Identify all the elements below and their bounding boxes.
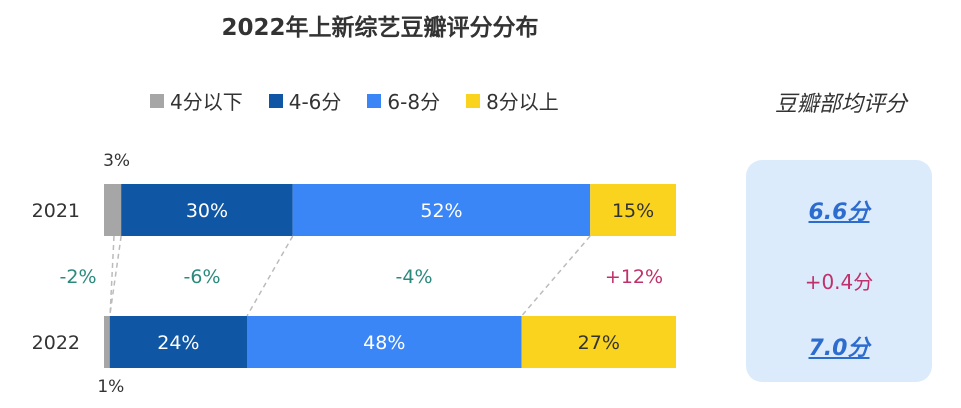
legend-swatch-4-6 <box>268 93 283 108</box>
chart-title: 2022年上新综艺豆瓣评分分布 <box>221 15 539 41</box>
bar-segment-2021-2 <box>292 184 591 236</box>
data-label-2021-3: 15% <box>612 200 654 222</box>
legend-swatch-6-8 <box>367 93 382 108</box>
data-label-2021-2: 52% <box>420 200 462 222</box>
legend-item-6-8: 6-8分 <box>367 86 440 115</box>
data-label-2022-3: 27% <box>578 332 620 354</box>
legend-swatch-above-8 <box>466 93 481 108</box>
bar-segment-2022-0 <box>104 316 110 368</box>
connector-line-0 <box>109 235 115 317</box>
legend-label-6-8: 6-8分 <box>387 90 441 114</box>
data-label-2021-0: 3% <box>103 151 130 171</box>
connector-line-2 <box>246 235 294 317</box>
change-label-2: -4% <box>396 266 433 288</box>
change-label-1: -6% <box>184 266 221 288</box>
change-label-3: +12% <box>605 266 663 288</box>
category-label-2021: 2021 <box>32 200 80 222</box>
bar-segment-2021-0 <box>104 184 122 236</box>
avg-score-2022: 7.0分 <box>808 336 870 361</box>
connector-line-1 <box>108 235 122 317</box>
legend-item-above-8: 8分以上 <box>466 86 559 115</box>
legend-label-4-6: 4-6分 <box>288 90 342 114</box>
legend-label-below-4: 4分以下 <box>170 90 243 114</box>
avg-score-2021: 6.6分 <box>808 200 870 225</box>
data-label-2022-0: 1% <box>97 377 124 397</box>
legend: 4分以下 4-6分 6-8分 8分以上 <box>150 86 559 115</box>
legend-item-4-6: 4-6分 <box>268 86 342 115</box>
data-label-2021-1: 30% <box>186 200 228 222</box>
connector-line-3 <box>520 235 591 317</box>
category-label-2022: 2022 <box>32 332 80 354</box>
change-label-0: -2% <box>60 266 97 288</box>
avg-score-change: +0.4分 <box>804 270 874 294</box>
bar-segment-2021-1 <box>121 184 293 236</box>
bar-segment-2022-1 <box>109 316 247 368</box>
data-label-2022-2: 48% <box>363 332 405 354</box>
average-score-panel <box>746 160 932 382</box>
legend-label-above-8: 8分以上 <box>486 90 559 114</box>
legend-swatch-below-4 <box>150 93 164 108</box>
data-label-2022-1: 24% <box>157 332 199 354</box>
panel-title: 豆瓣部均评分 <box>774 92 907 117</box>
bar-segment-2022-2 <box>247 316 522 368</box>
bar-segment-2022-3 <box>521 316 676 368</box>
bar-segment-2021-3 <box>590 184 676 236</box>
legend-item-below-4: 4分以下 <box>150 86 243 115</box>
